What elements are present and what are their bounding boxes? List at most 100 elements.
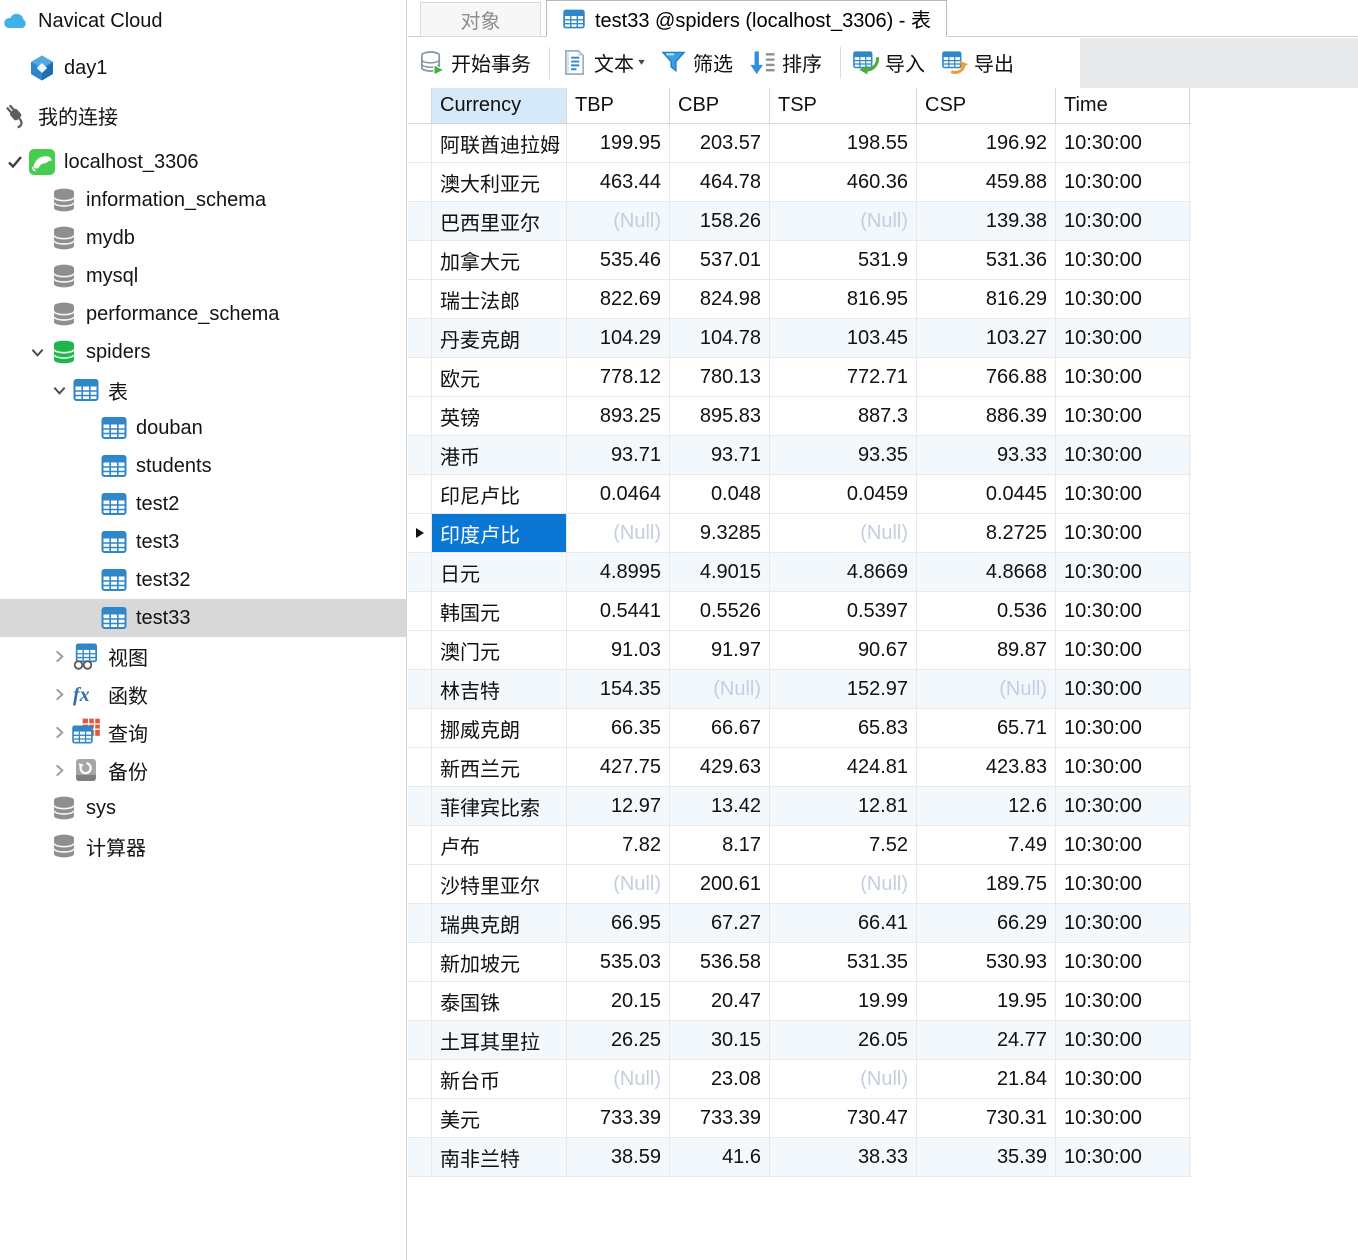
sidebar-item-test32[interactable]: test32 <box>0 561 406 599</box>
cell-time[interactable]: 10:30:00 <box>1056 397 1190 435</box>
cell-tbp[interactable]: 154.35 <box>567 670 670 708</box>
cell-tsp[interactable]: (Null) <box>770 865 917 903</box>
column-header-currency[interactable]: Currency <box>432 88 567 123</box>
cell-tbp[interactable]: 4.8995 <box>567 553 670 591</box>
cell-tsp[interactable]: 0.5397 <box>770 592 917 630</box>
sidebar-item-表[interactable]: 表 <box>0 371 406 409</box>
chevron-right-icon[interactable] <box>46 643 72 669</box>
toolbar-button-筛选[interactable]: 筛选 <box>660 48 733 77</box>
cell-csp[interactable]: 8.2725 <box>917 514 1056 552</box>
cell-tbp[interactable]: (Null) <box>567 1060 670 1098</box>
cell-tsp[interactable]: 152.97 <box>770 670 917 708</box>
cell-tsp[interactable]: 38.33 <box>770 1138 917 1176</box>
cell-tbp[interactable]: (Null) <box>567 865 670 903</box>
toolbar-button-导入[interactable]: 导入 <box>852 48 925 77</box>
cell-time[interactable]: 10:30:00 <box>1056 124 1190 162</box>
row-selector[interactable] <box>408 670 432 708</box>
cell-tbp[interactable]: 199.95 <box>567 124 670 162</box>
sidebar-item-查询[interactable]: 查询 <box>0 713 406 751</box>
cell-tsp[interactable]: (Null) <box>770 202 917 240</box>
cell-tbp[interactable]: 427.75 <box>567 748 670 786</box>
toolbar-button-文本[interactable]: 文本 ▾ <box>561 48 645 77</box>
sidebar-item-函数[interactable]: fx 函数 <box>0 675 406 713</box>
cell-cbp[interactable]: 8.17 <box>670 826 770 864</box>
cell-csp[interactable]: 886.39 <box>917 397 1056 435</box>
row-selector[interactable] <box>408 592 432 630</box>
cell-tbp[interactable]: 12.97 <box>567 787 670 825</box>
cell-currency[interactable]: 新西兰元 <box>432 748 567 786</box>
cell-tbp[interactable]: (Null) <box>567 202 670 240</box>
cell-tsp[interactable]: 93.35 <box>770 436 917 474</box>
row-selector[interactable] <box>408 319 432 357</box>
chevron-right-icon[interactable] <box>46 681 72 707</box>
cell-tbp[interactable]: 38.59 <box>567 1138 670 1176</box>
sidebar-item-test2[interactable]: test2 <box>0 485 406 523</box>
cell-cbp[interactable]: 429.63 <box>670 748 770 786</box>
cell-tbp[interactable]: (Null) <box>567 514 670 552</box>
cell-tbp[interactable]: 66.95 <box>567 904 670 942</box>
row-selector[interactable] <box>408 1021 432 1059</box>
cell-tbp[interactable]: 93.71 <box>567 436 670 474</box>
cell-csp[interactable]: 103.27 <box>917 319 1056 357</box>
cell-tsp[interactable]: 26.05 <box>770 1021 917 1059</box>
sidebar-item-mysql[interactable]: mysql <box>0 257 406 295</box>
cell-csp[interactable]: 89.87 <box>917 631 1056 669</box>
cell-time[interactable]: 10:30:00 <box>1056 514 1190 552</box>
cell-cbp[interactable]: 9.3285 <box>670 514 770 552</box>
sidebar-item-我的连接[interactable]: 我的连接 <box>0 96 406 134</box>
cell-time[interactable]: 10:30:00 <box>1056 670 1190 708</box>
cell-csp[interactable]: 12.6 <box>917 787 1056 825</box>
cell-tsp[interactable]: 12.81 <box>770 787 917 825</box>
row-selector[interactable] <box>408 787 432 825</box>
cell-csp[interactable]: 7.49 <box>917 826 1056 864</box>
row-selector[interactable] <box>408 709 432 747</box>
cell-currency[interactable]: 瑞士法郎 <box>432 280 567 318</box>
cell-tbp[interactable]: 66.35 <box>567 709 670 747</box>
cell-tsp[interactable]: (Null) <box>770 1060 917 1098</box>
sidebar-item-localhost_3306[interactable]: localhost_3306 <box>0 143 406 181</box>
cell-tsp[interactable]: 65.83 <box>770 709 917 747</box>
row-selector[interactable] <box>408 202 432 240</box>
cell-currency[interactable]: 印度卢比 <box>432 514 567 552</box>
cell-currency[interactable]: 巴西里亚尔 <box>432 202 567 240</box>
cell-cbp[interactable]: 0.5526 <box>670 592 770 630</box>
row-selector[interactable] <box>408 397 432 435</box>
row-selector[interactable] <box>408 982 432 1020</box>
row-selector[interactable] <box>408 436 432 474</box>
sidebar-item-day1[interactable]: day1 <box>0 49 406 87</box>
cell-time[interactable]: 10:30:00 <box>1056 748 1190 786</box>
cell-csp[interactable]: 423.83 <box>917 748 1056 786</box>
cell-currency[interactable]: 欧元 <box>432 358 567 396</box>
row-selector[interactable] <box>408 475 432 513</box>
cell-currency[interactable]: 菲律宾比索 <box>432 787 567 825</box>
cell-currency[interactable]: 印尼卢比 <box>432 475 567 513</box>
cell-cbp[interactable]: 0.048 <box>670 475 770 513</box>
cell-cbp[interactable]: 66.67 <box>670 709 770 747</box>
cell-tsp[interactable]: (Null) <box>770 514 917 552</box>
cell-cbp[interactable]: 91.97 <box>670 631 770 669</box>
cell-tsp[interactable]: 772.71 <box>770 358 917 396</box>
cell-currency[interactable]: 沙特里亚尔 <box>432 865 567 903</box>
sidebar-item-performance_schema[interactable]: performance_schema <box>0 295 406 333</box>
sidebar-item-sys[interactable]: sys <box>0 789 406 827</box>
toolbar-button-排序[interactable]: 排序 <box>749 48 822 77</box>
cell-time[interactable]: 10:30:00 <box>1056 865 1190 903</box>
toolbar-button-开始事务[interactable]: 开始事务 <box>418 48 531 77</box>
cell-time[interactable]: 10:30:00 <box>1056 319 1190 357</box>
cell-time[interactable]: 10:30:00 <box>1056 982 1190 1020</box>
row-selector[interactable] <box>408 1138 432 1176</box>
cell-csp[interactable]: 189.75 <box>917 865 1056 903</box>
cell-cbp[interactable]: 20.47 <box>670 982 770 1020</box>
column-header-tsp[interactable]: TSP <box>770 88 917 123</box>
cell-cbp[interactable]: 824.98 <box>670 280 770 318</box>
row-selector[interactable] <box>408 1060 432 1098</box>
cell-tbp[interactable]: 535.46 <box>567 241 670 279</box>
cell-csp[interactable]: (Null) <box>917 670 1056 708</box>
cell-currency[interactable]: 新加坡元 <box>432 943 567 981</box>
cell-csp[interactable]: 196.92 <box>917 124 1056 162</box>
cell-csp[interactable]: 24.77 <box>917 1021 1056 1059</box>
sidebar-item-备份[interactable]: 备份 <box>0 751 406 789</box>
cell-cbp[interactable]: 780.13 <box>670 358 770 396</box>
cell-cbp[interactable]: 23.08 <box>670 1060 770 1098</box>
cell-tbp[interactable]: 104.29 <box>567 319 670 357</box>
